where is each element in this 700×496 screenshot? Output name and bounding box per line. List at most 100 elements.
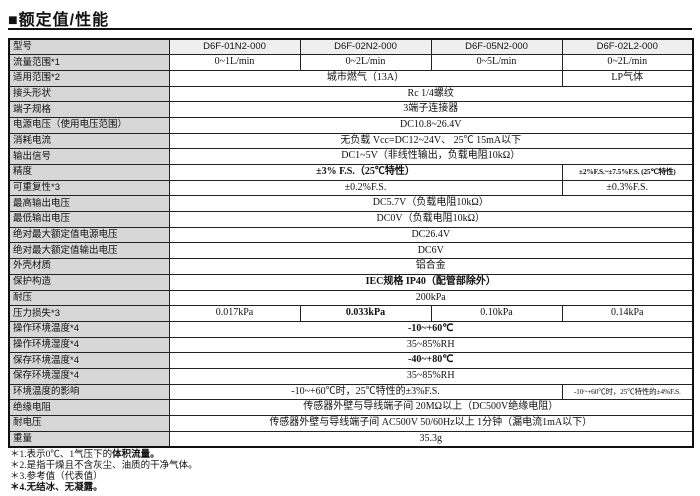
spec-row-label: 精度 bbox=[8, 164, 170, 181]
footnote-4: ＊4.无结冰、无凝露。 bbox=[10, 483, 103, 493]
spec-cell: -10~+60℃ bbox=[168, 320, 694, 338]
spec-row-label: 外壳材质 bbox=[8, 258, 170, 275]
spec-cell: ±0.2%F.S. bbox=[168, 179, 563, 197]
spec-cell: -10~+60℃时，25℃特性的±4%F.S. bbox=[561, 383, 694, 401]
spec-cell: 城市燃气（13A） bbox=[168, 69, 563, 87]
spec-cell: ±3% F.S.（25℃特性） bbox=[168, 164, 563, 181]
spec-cell: LP气体 bbox=[561, 69, 694, 87]
spec-row: 重量 35.3g bbox=[8, 430, 694, 448]
spec-row: 操作环境湿度*4 35~85%RH bbox=[8, 336, 694, 354]
spec-row-label: 接头形状 bbox=[8, 85, 170, 103]
spec-table: 型号 D6F-01N2-000 D6F-02N2-000 D6F-05N2-000 D6… bbox=[8, 38, 694, 448]
spec-row-label: 适用范围*2 bbox=[8, 69, 170, 87]
spec-row-label: 端子规格 bbox=[8, 101, 170, 118]
footnote-1: ＊1.表示0℃、1气压下的体积流量。 bbox=[10, 450, 160, 460]
spec-row: 流量范围*1 0~1L/min 0~2L/min 0~5L/min 0~2L/min bbox=[8, 54, 694, 71]
spec-cell: 0~5L/min bbox=[430, 54, 563, 71]
spec-cell: DC5.7V（负载电阻10kΩ） bbox=[168, 195, 694, 213]
spec-row: 绝对最大额定值输出电压 DC6V bbox=[8, 242, 694, 260]
spec-cell: 0.10kPa bbox=[430, 305, 563, 322]
spec-cell: 传感器外壁与导线端子间 AC500V 50/60Hz以上 1分钟（漏电流1mA以… bbox=[168, 415, 694, 432]
spec-row-label: 保存环境温度*4 bbox=[8, 352, 170, 369]
spec-cell: -40~+80℃ bbox=[168, 352, 694, 369]
model-name-4: D6F-02L2-000 bbox=[561, 38, 694, 56]
spec-row-label: 压力损失*3 bbox=[8, 305, 170, 322]
spec-cell: 铝合金 bbox=[168, 258, 694, 275]
spec-cell: 3端子连接器 bbox=[168, 101, 694, 118]
spec-cell: 0.14kPa bbox=[561, 305, 694, 322]
spec-row-label: 耐压 bbox=[8, 289, 170, 307]
spec-row-label: 绝对最大额定值输出电压 bbox=[8, 242, 170, 260]
spec-row: 可重复性*3 ±0.2%F.S. ±0.3%F.S. bbox=[8, 179, 694, 197]
spec-cell: DC0V（负载电阻10kΩ） bbox=[168, 211, 694, 228]
spec-row-label: 最高输出电压 bbox=[8, 195, 170, 213]
spec-row-label: 保护构造 bbox=[8, 273, 170, 291]
spec-header-row: 型号 D6F-01N2-000 D6F-02N2-000 D6F-05N2-000 D6… bbox=[8, 38, 694, 56]
spec-row-label: 操作环境湿度*4 bbox=[8, 336, 170, 354]
spec-row: 端子规格 3端子连接器 bbox=[8, 101, 694, 118]
title-underline bbox=[8, 28, 692, 30]
spec-row: 最低输出电压 DC0V（负载电阻10kΩ） bbox=[8, 211, 694, 228]
spec-cell: 0.017kPa bbox=[168, 305, 301, 322]
spec-cell: DC1~5V（非线性输出，负载电阻10kΩ） bbox=[168, 148, 694, 165]
spec-cell: DC10.8~26.4V bbox=[168, 116, 694, 134]
spec-row-label: 保存环境湿度*4 bbox=[8, 367, 170, 385]
spec-row-label: 操作环境温度*4 bbox=[8, 320, 170, 338]
page-title: ■额定值/性能 bbox=[8, 12, 110, 29]
spec-row: 绝缘电阻 传感器外壁与导线端子间 20MΩ以上（DC500V绝缘电阻） bbox=[8, 399, 694, 416]
spec-cell: ±0.3%F.S. bbox=[561, 179, 694, 197]
spec-row-label: 最低输出电压 bbox=[8, 211, 170, 228]
spec-cell: 传感器外壁与导线端子间 20MΩ以上（DC500V绝缘电阻） bbox=[168, 399, 694, 416]
spec-cell: 无负载 Vcc=DC12~24V、 25℃ 15mA以下 bbox=[168, 132, 694, 150]
spec-cell: 35~85%RH bbox=[168, 336, 694, 354]
spec-row: 外壳材质 铝合金 bbox=[8, 258, 694, 275]
spec-row: 精度 ±3% F.S.（25℃特性） ±2%F.S.~±7.5%F.S. (25℃特… bbox=[8, 164, 694, 181]
spec-cell: DC26.4V bbox=[168, 226, 694, 244]
spec-row-label: 电源电压（使用电压范围） bbox=[8, 116, 170, 134]
spec-cell: 200kPa bbox=[168, 289, 694, 307]
spec-row: 耐电压 传感器外壁与导线端子间 AC500V 50/60Hz以上 1分钟（漏电流1… bbox=[8, 415, 694, 432]
spec-row-label: 环境温度的影响 bbox=[8, 383, 170, 401]
footnotes: ＊1.表示0℃、1气压下的体积流量。 ＊2.是指干燥且不含灰尘、油质的干净气体。… bbox=[10, 450, 198, 494]
spec-row: 最高输出电压 DC5.7V（负载电阻10kΩ） bbox=[8, 195, 694, 213]
header-label: 型号 bbox=[8, 38, 170, 56]
spec-row: 接头形状 Rc 1/4螺纹 bbox=[8, 85, 694, 103]
spec-row: 适用范围*2 城市燃气（13A） LP气体 bbox=[8, 69, 694, 87]
footnote-3: ＊3.参考值（代表值） bbox=[10, 472, 103, 482]
spec-row-label: 绝对最大额定值电源电压 bbox=[8, 226, 170, 244]
spec-cell: 0~1L/min bbox=[168, 54, 301, 71]
spec-row: 保存环境湿度*4 35~85%RH bbox=[8, 367, 694, 385]
spec-cell: IEC规格 IP40（配管部除外） bbox=[168, 273, 694, 291]
spec-row: 环境温度的影响 -10~+60℃时，25℃特性的±3%F.S. -10~+60℃时，… bbox=[8, 383, 694, 401]
model-name-2: D6F-02N2-000 bbox=[299, 38, 432, 56]
spec-row: 绝对最大额定值电源电压 DC26.4V bbox=[8, 226, 694, 244]
spec-row: 消耗电流 无负载 Vcc=DC12~24V、 25℃ 15mA以下 bbox=[8, 132, 694, 150]
spec-cell: 0~2L/min bbox=[561, 54, 694, 71]
spec-row-label: 消耗电流 bbox=[8, 132, 170, 150]
spec-row: 操作环境温度*4 -10~+60℃ bbox=[8, 320, 694, 338]
spec-row-label: 输出信号 bbox=[8, 148, 170, 165]
spec-cell: Rc 1/4螺纹 bbox=[168, 85, 694, 103]
footnote-2: ＊2.是指干燥且不含灰尘、油质的干净气体。 bbox=[10, 461, 198, 471]
model-name-1: D6F-01N2-000 bbox=[168, 38, 301, 56]
spec-row: 输出信号 DC1~5V（非线性输出，负载电阻10kΩ） bbox=[8, 148, 694, 165]
spec-cell: 0.033kPa bbox=[299, 305, 432, 322]
spec-row-label: 耐电压 bbox=[8, 415, 170, 432]
spec-row: 保存环境温度*4 -40~+80℃ bbox=[8, 352, 694, 369]
spec-row-label: 重量 bbox=[8, 430, 170, 448]
spec-row: 耐压 200kPa bbox=[8, 289, 694, 307]
spec-table-body: 型号 D6F-01N2-000 D6F-02N2-000 D6F-05N2-000 D6… bbox=[8, 38, 694, 448]
spec-row-label: 可重复性*3 bbox=[8, 179, 170, 197]
spec-cell: 35~85%RH bbox=[168, 367, 694, 385]
spec-row: 电源电压（使用电压范围） DC10.8~26.4V bbox=[8, 116, 694, 134]
spec-cell: -10~+60℃时，25℃特性的±3%F.S. bbox=[168, 383, 563, 401]
spec-cell: 0~2L/min bbox=[299, 54, 432, 71]
spec-cell: ±2%F.S.~±7.5%F.S. (25℃特性) bbox=[561, 164, 694, 181]
spec-cell: 35.3g bbox=[168, 430, 694, 448]
spec-row: 压力损失*3 0.017kPa 0.033kPa 0.10kPa 0.14kPa bbox=[8, 305, 694, 322]
spec-cell: DC6V bbox=[168, 242, 694, 260]
spec-row-label: 绝缘电阻 bbox=[8, 399, 170, 416]
spec-row-label: 流量范围*1 bbox=[8, 54, 170, 71]
model-name-3: D6F-05N2-000 bbox=[430, 38, 563, 56]
